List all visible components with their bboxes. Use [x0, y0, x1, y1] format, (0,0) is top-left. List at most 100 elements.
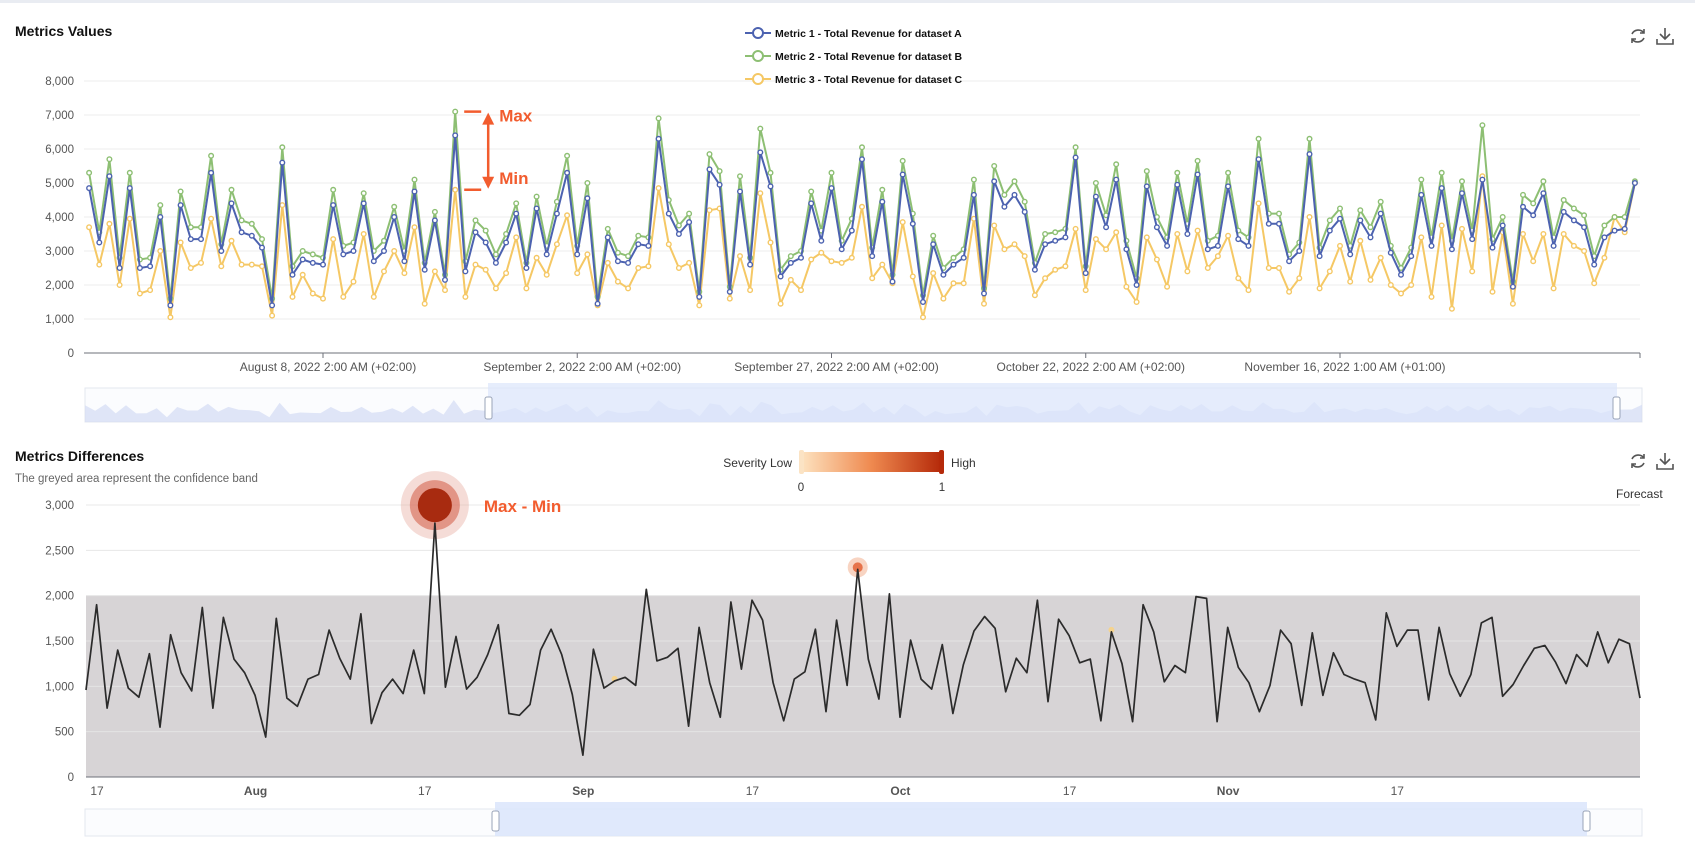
data-point [167, 302, 174, 309]
data-point [1509, 300, 1516, 307]
data-point [1245, 242, 1252, 249]
y-tick-label: 6,000 [45, 144, 74, 156]
x-tick-label: Nov [1217, 784, 1240, 798]
data-point [970, 191, 977, 198]
data-point [401, 270, 408, 277]
data-point [1143, 234, 1150, 241]
zoom-handle-right[interactable] [1582, 810, 1591, 832]
data-point [1042, 230, 1049, 237]
data-point [1225, 169, 1232, 176]
data-point [1153, 224, 1160, 231]
data-point [614, 258, 621, 265]
data-point [228, 200, 235, 207]
data-point [675, 222, 682, 229]
data-point [1225, 232, 1232, 239]
data-point [838, 246, 845, 253]
forecast-toggle[interactable]: Forecast [1616, 487, 1663, 501]
data-point [1581, 212, 1588, 219]
data-point [482, 239, 489, 246]
data-point [1438, 169, 1445, 176]
data-point [238, 217, 245, 224]
data-point [289, 293, 296, 300]
data-point [970, 176, 977, 183]
data-point [1286, 258, 1293, 265]
data-point [1031, 266, 1038, 273]
refresh-icon[interactable] [1627, 25, 1649, 47]
anomaly-marker[interactable] [852, 562, 863, 573]
zoom-handle-left[interactable] [484, 396, 493, 420]
data-point [1611, 227, 1618, 234]
data-point [706, 207, 713, 214]
data-point [726, 288, 733, 295]
data-point [1194, 227, 1201, 234]
data-point [259, 236, 266, 243]
data-point [757, 149, 764, 156]
data-point [1021, 198, 1028, 205]
y-tick-label: 1,500 [45, 636, 74, 648]
anomaly-marker[interactable] [1108, 626, 1115, 633]
data-point [665, 241, 672, 248]
data-point [391, 247, 398, 254]
data-point [1214, 253, 1221, 260]
x-tick-label: 17 [746, 784, 760, 798]
data-point [879, 198, 886, 205]
data-point [1479, 176, 1486, 183]
data-point [1326, 268, 1333, 275]
data-point [1408, 253, 1415, 260]
x-tick-label: Sep [572, 784, 594, 798]
data-point [675, 265, 682, 272]
refresh-icon-graphic [1631, 454, 1645, 468]
data-point [665, 210, 672, 217]
zoom-selection[interactable] [488, 383, 1617, 422]
download-icon[interactable] [1654, 450, 1676, 472]
refresh-icon[interactable] [1627, 450, 1649, 472]
data-point [1418, 234, 1425, 241]
data-point [1164, 242, 1171, 249]
legend-item[interactable]: Metric 2 - Total Revenue for dataset B [745, 50, 963, 63]
data-point [279, 144, 286, 151]
data-point [442, 276, 449, 283]
data-point [1133, 299, 1140, 306]
data-point [279, 202, 286, 209]
zoom-handle-left[interactable] [491, 810, 500, 832]
data-point [1499, 213, 1506, 220]
data-point [492, 251, 499, 258]
download-icon[interactable] [1654, 25, 1676, 47]
data-point [920, 299, 927, 306]
data-point [1143, 168, 1150, 175]
data-point [218, 263, 225, 270]
severity-handle-low[interactable] [799, 450, 804, 474]
y-tick-label: 2,000 [45, 591, 74, 603]
severity-handle-high[interactable] [939, 450, 944, 474]
data-point [940, 295, 947, 302]
data-point [1103, 224, 1110, 231]
data-point [1113, 161, 1120, 168]
legend-item[interactable]: Metric 3 - Total Revenue for dataset C [745, 73, 963, 86]
data-point [452, 132, 459, 139]
zoom-handle-right[interactable] [1612, 396, 1621, 420]
data-point [1570, 217, 1577, 224]
data-point [1438, 222, 1445, 229]
y-tick-label: 2,500 [45, 545, 74, 557]
data-point [1570, 242, 1577, 249]
data-point [248, 261, 255, 268]
zoom-selection[interactable] [495, 802, 1587, 836]
data-point [1387, 282, 1394, 289]
y-tick-label: 0 [68, 348, 74, 360]
max-min-label: Max - Min [484, 497, 561, 516]
data-point [635, 232, 642, 239]
data-point [1072, 144, 1079, 151]
legend-item[interactable]: Metric 1 - Total Revenue for dataset A [745, 27, 962, 40]
data-point [1204, 246, 1211, 253]
data-point [106, 173, 113, 180]
data-point [1458, 178, 1465, 185]
legend-marker [752, 50, 764, 62]
data-point [1418, 191, 1425, 198]
data-point [472, 229, 479, 236]
data-point [1062, 263, 1069, 270]
anomaly-marker[interactable] [417, 488, 452, 523]
data-point [503, 270, 510, 277]
data-point [106, 156, 113, 163]
data-point [737, 253, 744, 260]
data-point [482, 227, 489, 234]
